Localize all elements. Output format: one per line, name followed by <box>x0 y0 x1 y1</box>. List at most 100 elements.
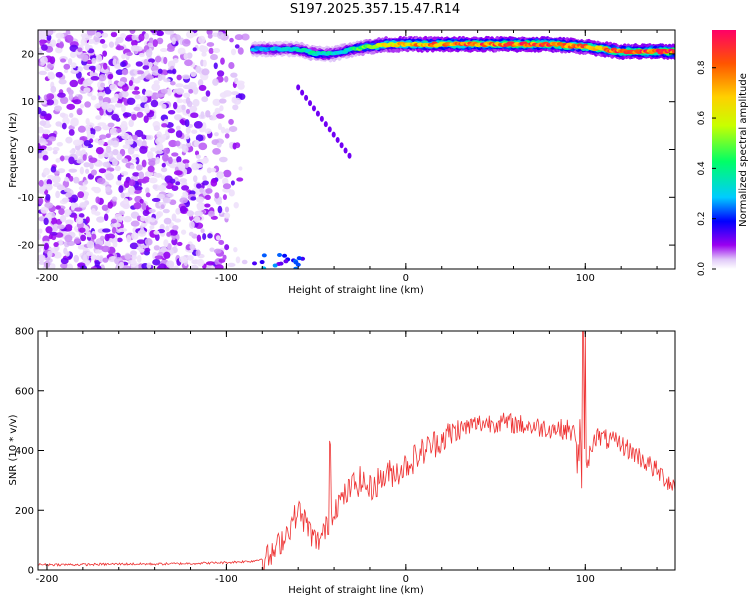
noise-speckle <box>195 249 201 257</box>
noise-speckle <box>72 99 82 105</box>
noise-speckle <box>148 160 156 167</box>
noise-speckle <box>43 217 49 226</box>
noise-speckle <box>90 266 98 269</box>
noise-speckle <box>161 162 166 168</box>
noise-speckle <box>99 134 107 140</box>
noise-speckle <box>66 103 76 110</box>
noise-speckle <box>95 146 104 155</box>
noise-speckle <box>212 98 221 107</box>
noise-speckle <box>162 197 171 204</box>
noise-speckle <box>181 104 186 111</box>
noise-speckle <box>160 167 168 173</box>
edge-blob <box>283 259 289 264</box>
noise-speckle <box>38 135 41 140</box>
edge-blob <box>293 266 299 269</box>
noise-speckle <box>88 157 98 163</box>
noise-speckle <box>101 43 108 49</box>
noise-speckle <box>50 85 57 94</box>
noise-speckle <box>86 127 91 136</box>
noise-speckle <box>145 49 153 58</box>
noise-speckle <box>219 105 224 112</box>
noise-speckle <box>55 32 65 39</box>
noise-speckle <box>230 180 235 186</box>
colorbar-tick-label: 0.6 <box>697 111 707 126</box>
noise-speckle <box>194 210 204 217</box>
noise-speckle <box>215 113 225 119</box>
noise-speckle <box>41 56 48 64</box>
noise-speckle <box>156 30 164 37</box>
noise-speckle <box>101 101 110 110</box>
noise-speckle <box>175 140 181 147</box>
noise-speckle <box>131 90 141 95</box>
noise-speckle <box>111 30 117 33</box>
noise-speckle <box>196 234 202 242</box>
noise-speckle <box>134 146 140 152</box>
noise-speckle <box>137 139 143 147</box>
noise-speckle <box>213 248 222 254</box>
noise-speckle <box>140 95 148 103</box>
noise-speckle <box>43 242 50 250</box>
streak-blob <box>315 110 320 117</box>
noise-speckle <box>38 142 41 151</box>
noise-speckle <box>167 128 176 134</box>
noise-speckle <box>141 134 147 140</box>
y-tick-label: 200 <box>15 506 34 517</box>
noise-speckle <box>145 134 154 141</box>
colorbar-label: Normalized spectral amplitude <box>738 73 749 227</box>
noise-speckle <box>241 259 248 265</box>
noise-speckle <box>85 43 90 52</box>
noise-speckle <box>116 237 123 243</box>
streak-blob <box>343 147 348 154</box>
noise-speckle <box>234 44 240 49</box>
noise-speckle <box>95 196 101 204</box>
noise-speckle <box>183 92 191 98</box>
noise-speckle <box>126 51 133 57</box>
noise-speckle <box>115 36 124 44</box>
noise-speckle <box>153 172 158 178</box>
noise-speckle <box>121 69 129 76</box>
noise-speckle <box>48 234 53 240</box>
noise-speckle <box>152 184 158 190</box>
noise-speckle <box>178 256 188 264</box>
noise-speckle <box>194 150 200 156</box>
noise-speckle <box>77 244 85 250</box>
noise-speckle <box>111 226 117 234</box>
noise-speckle <box>82 154 87 161</box>
noise-speckle <box>149 225 155 230</box>
noise-speckle <box>229 37 234 43</box>
noise-speckle <box>206 261 215 266</box>
noise-speckle <box>96 216 105 223</box>
noise-speckle <box>228 125 238 133</box>
noise-speckle <box>157 184 166 192</box>
noise-speckle <box>195 196 205 203</box>
noise-speckle <box>205 188 213 194</box>
noise-speckle <box>105 133 111 139</box>
noise-speckle <box>202 233 207 241</box>
colorbar-tick-label: 0.0 <box>697 262 707 277</box>
noise-speckle <box>214 192 220 199</box>
noise-speckle <box>215 199 222 205</box>
noise-speckle <box>136 70 145 75</box>
noise-speckle <box>121 84 129 92</box>
noise-speckle <box>52 150 58 155</box>
x-tick-label: 0 <box>403 273 409 284</box>
noise-speckle <box>38 137 46 143</box>
noise-speckle <box>120 126 126 135</box>
noise-speckle <box>182 191 189 197</box>
noise-speckle <box>228 118 234 125</box>
noise-speckle <box>215 235 221 241</box>
noise-speckle <box>109 127 119 136</box>
noise-speckle <box>118 228 128 233</box>
noise-speckle <box>126 97 136 106</box>
noise-speckle <box>77 191 85 199</box>
noise-speckle <box>55 121 62 127</box>
noise-speckle <box>146 262 152 269</box>
noise-speckle <box>157 143 164 152</box>
noise-speckle <box>73 238 82 245</box>
noise-speckle <box>77 66 83 72</box>
noise-speckle <box>201 122 207 131</box>
noise-speckle <box>59 112 66 118</box>
noise-speckle <box>147 58 155 64</box>
noise-speckle <box>111 196 118 202</box>
noise-speckle <box>58 208 65 216</box>
